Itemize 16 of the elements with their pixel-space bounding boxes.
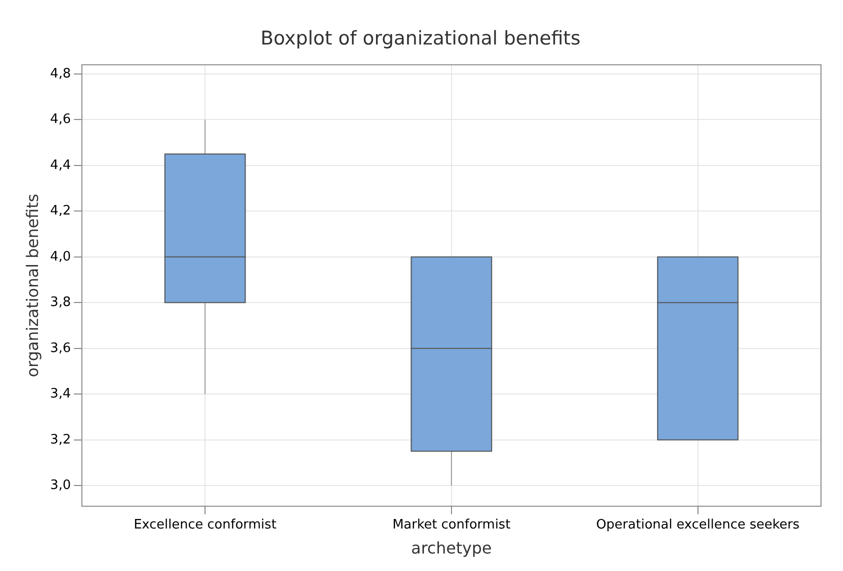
x-tick-label: Operational excellence seekers [596,517,800,532]
y-tick-label: 3,2 [50,432,71,448]
y-tick-label: 4,4 [50,158,71,173]
y-tick-label: 3,4 [50,386,71,402]
y-tick-label: 3,8 [50,295,71,310]
y-tick-label: 3,6 [50,340,71,356]
y-tick-label: 4,8 [50,66,71,82]
chart-title: Boxplot of organizational benefits [260,27,581,50]
x-tick-label: Excellence conformist [134,517,276,532]
y-tick-label: 4,2 [50,204,71,219]
y-tick-label: 4,0 [50,249,71,264]
x-tick-label: Market conformist [392,517,510,532]
y-tick-label: 4,6 [50,112,71,128]
x-axis-title: archetype [411,538,492,558]
y-axis-title: organizational benefits [22,194,42,378]
y-tick-label: 3,0 [50,478,71,493]
